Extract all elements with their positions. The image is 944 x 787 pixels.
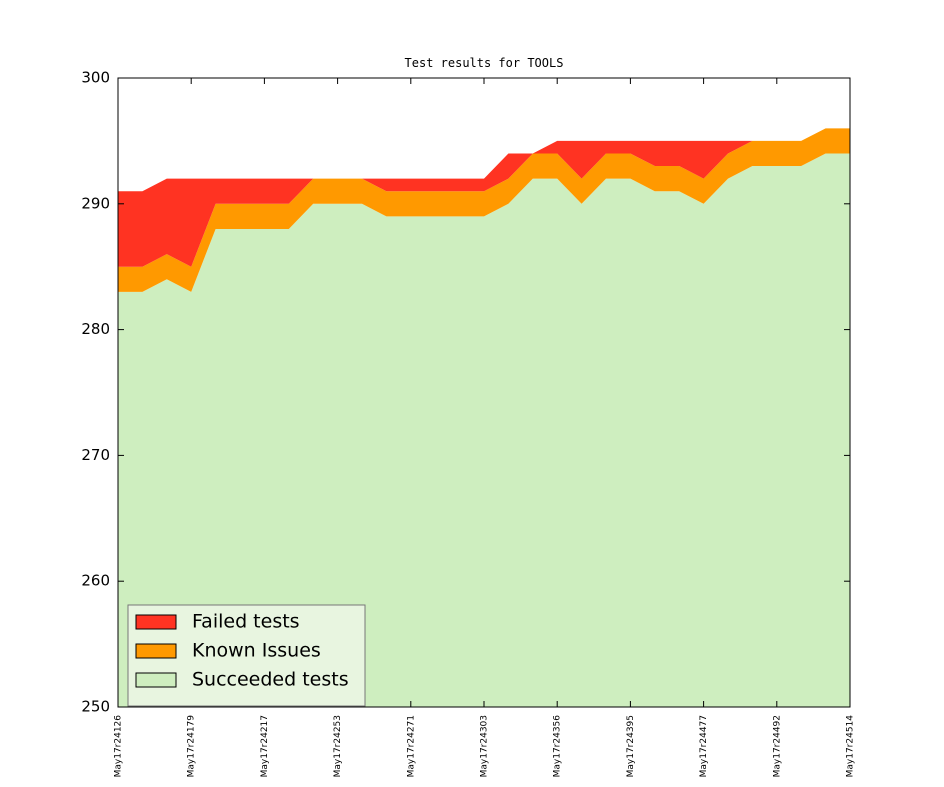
x-tick-label: May17r24179 — [187, 715, 197, 778]
legend-swatch — [135, 643, 177, 659]
x-tick-label: May17r24217 — [260, 715, 270, 777]
y-tick-label: 250 — [81, 698, 110, 716]
area — [118, 128, 850, 267]
legend-swatch — [135, 672, 177, 688]
x-tick-label: May17r24356 — [553, 715, 563, 778]
x-tick-label: May17r24303 — [480, 715, 490, 777]
y-tick-label: 280 — [81, 320, 110, 338]
y-tick-label: 260 — [81, 572, 110, 590]
x-tick-label: May17r24395 — [626, 715, 636, 777]
x-tick-label: May17r24271 — [406, 715, 416, 777]
legend-label: Failed tests — [192, 611, 300, 633]
x-tick-label: May17r24492 — [772, 715, 782, 777]
area — [118, 128, 850, 292]
y-tick-label: 270 — [81, 446, 110, 464]
legend-label: Known Issues — [192, 640, 321, 662]
legend-label: Succeeded tests — [192, 669, 349, 691]
x-tick-label: May17r24477 — [699, 715, 709, 777]
area — [118, 153, 850, 708]
legend-swatch — [135, 614, 177, 630]
x-tick-label: May17r24253 — [333, 715, 343, 777]
x-tick-label: May17r24126 — [114, 715, 124, 778]
y-tick-label: 300 — [81, 69, 110, 87]
y-tick-label: 290 — [81, 194, 110, 212]
x-tick-label: May17r24514 — [846, 715, 856, 778]
chart-title: Test results for TOOLS — [405, 56, 564, 70]
